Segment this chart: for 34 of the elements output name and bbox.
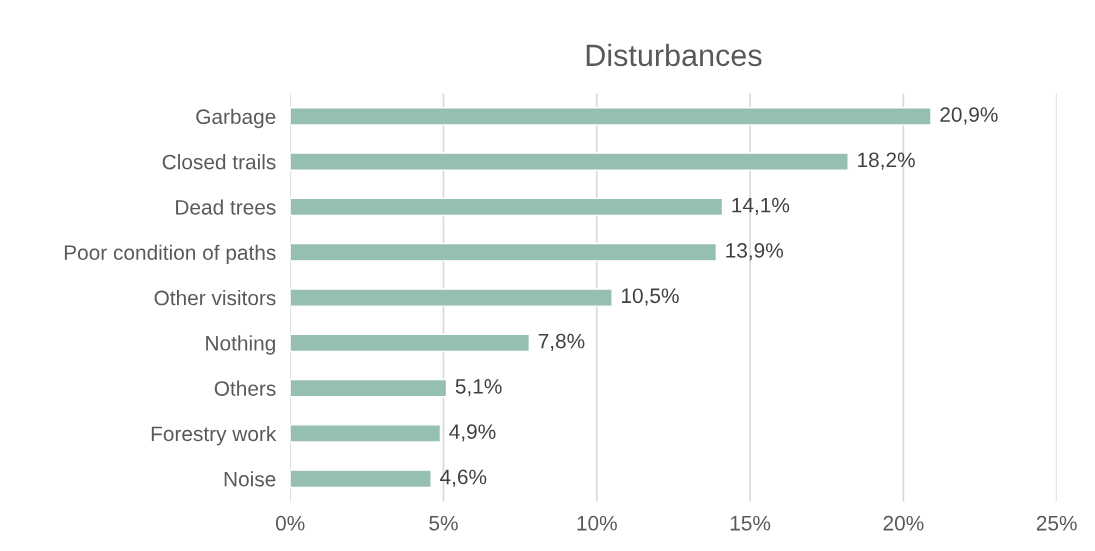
data-label: 18,2%: [858, 152, 915, 170]
bar: [290, 424, 442, 443]
y-tick-label: Garbage: [196, 108, 276, 129]
y-tick-label: Poor condition of paths: [64, 244, 276, 265]
x-tick-label: 25%: [1036, 515, 1077, 531]
bar: [290, 288, 613, 307]
bar: [290, 197, 724, 217]
chart-title: Disturbances: [586, 43, 762, 67]
bar: [290, 333, 531, 353]
bar: [290, 378, 448, 398]
data-label: 14,1%: [732, 197, 790, 215]
data-label: 5,1%: [455, 379, 502, 397]
bar: [290, 107, 932, 126]
bar: [290, 469, 432, 489]
x-tick-label: 5%: [429, 515, 458, 531]
y-tick-label: Nothing: [206, 335, 275, 355]
y-tick-label: Others: [214, 380, 276, 396]
y-tick-label: Dead trees: [176, 199, 276, 215]
y-tick-label: Other visitors: [154, 289, 276, 306]
x-tick-label: 0%: [275, 515, 305, 531]
data-label: 4,9%: [449, 424, 496, 442]
data-label: 20,9%: [940, 107, 998, 125]
x-tick-label: 20%: [883, 515, 924, 531]
data-label: 13,9%: [726, 243, 784, 261]
data-label: 10,5%: [622, 288, 679, 306]
data-label: 4,6%: [440, 469, 487, 487]
x-tick-label: 10%: [577, 515, 617, 531]
y-tick-label: Closed trails: [162, 154, 276, 170]
bar: [290, 242, 718, 262]
bar: [290, 152, 849, 171]
x-tick-label: 15%: [730, 515, 771, 531]
y-tick-label: Forestry work: [151, 425, 277, 446]
y-tick-label: Noise: [224, 471, 276, 487]
data-label: 7,8%: [538, 333, 585, 351]
